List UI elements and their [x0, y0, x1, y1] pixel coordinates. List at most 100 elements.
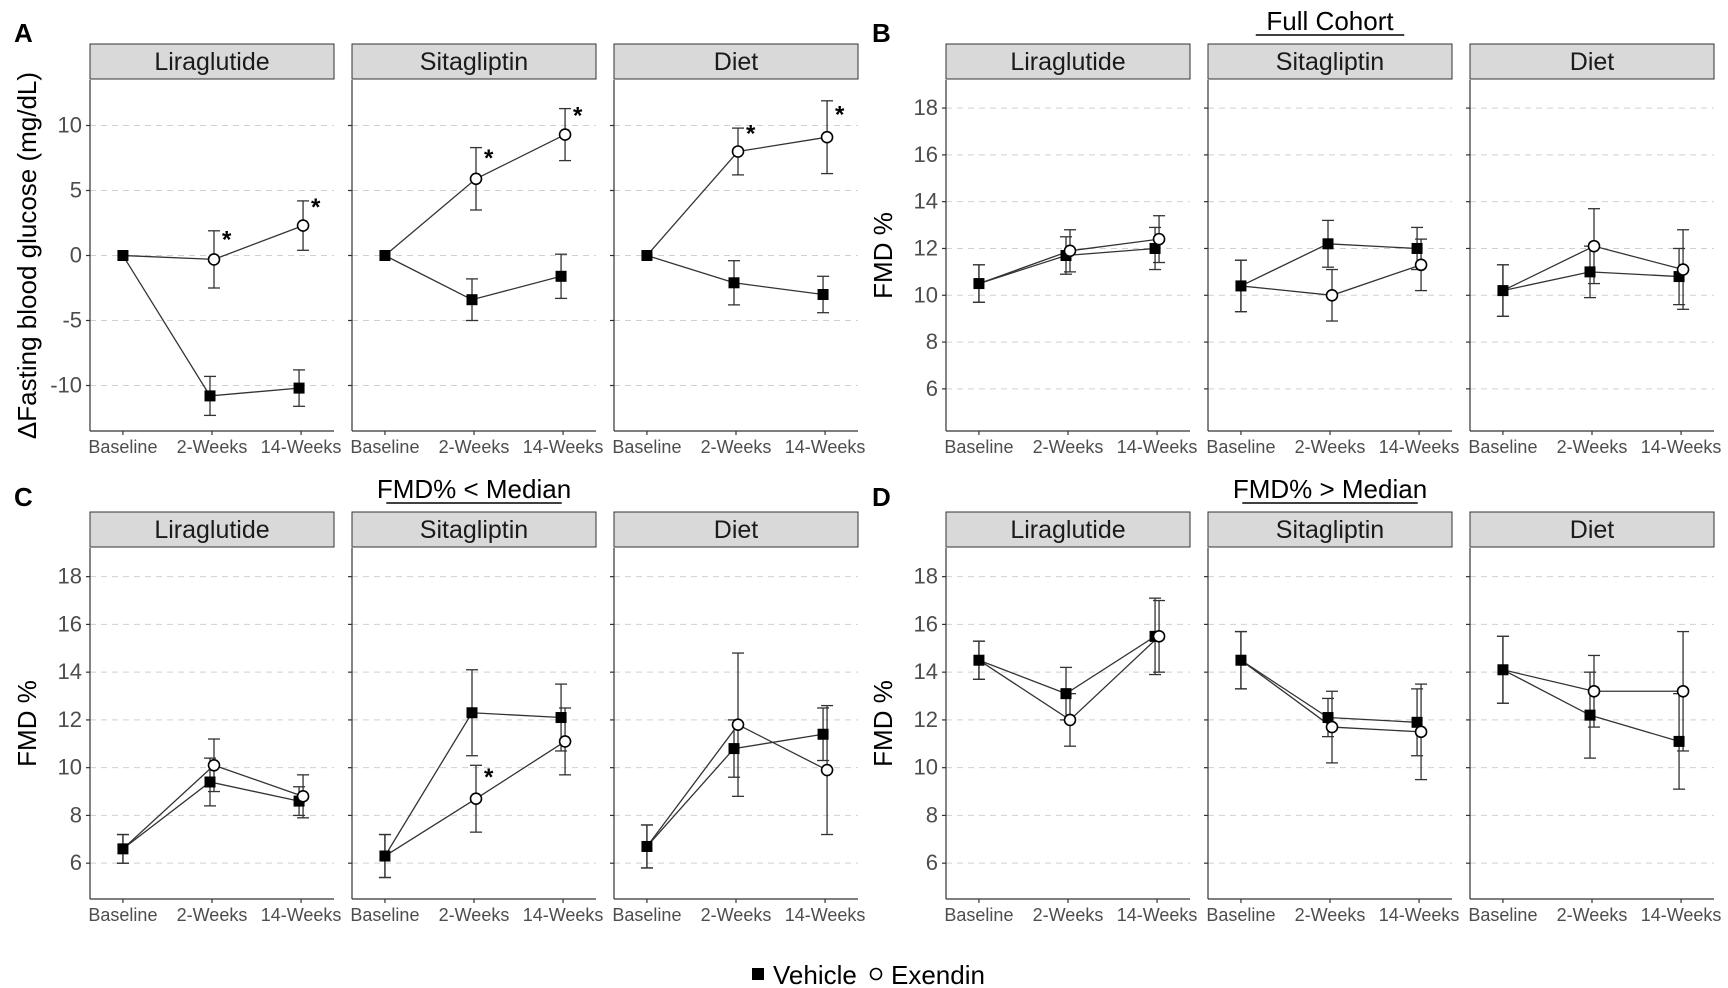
y-tick-label: 10: [914, 282, 938, 307]
y-tick-label: 14: [914, 659, 938, 684]
facet-diet: Diet Baseline 2-Weeks 14-Weeks: [1466, 43, 1721, 457]
vehicle-line: [1502, 669, 1680, 743]
y-tick-label: 6: [926, 850, 938, 875]
exendin-point: [1152, 232, 1166, 246]
x-tick-label: 14-Weeks: [523, 437, 604, 457]
y-tick-label: 8: [926, 802, 938, 827]
x-tick-label: Baseline: [612, 905, 681, 925]
exendin-line: [646, 723, 828, 847]
exendin-point: [1325, 720, 1339, 734]
vehicle-point: [1235, 280, 1247, 292]
vehicle-point: [555, 270, 567, 282]
facet-strip: [89, 43, 335, 80]
y-axis-label: FMD %: [12, 680, 42, 767]
vehicle-point: [1497, 664, 1509, 676]
vehicle-point: [1411, 716, 1423, 728]
vehicle-point: [973, 654, 985, 666]
vehicle-point: [555, 712, 567, 724]
vehicle-point: [117, 250, 129, 261]
facet-strip: [613, 43, 859, 80]
exendin-point: [1414, 725, 1428, 739]
facet-strip-label: Liraglutide: [154, 48, 269, 76]
x-tick-label: 2-Weeks: [1033, 437, 1104, 457]
vehicle-point: [1584, 266, 1596, 278]
y-tick-label: 0: [70, 243, 82, 268]
legend-vehicle-label: Vehicle: [773, 960, 857, 988]
exendin-point: [1676, 263, 1690, 276]
exendin-point: [207, 253, 221, 266]
y-tick-label: 14: [914, 189, 938, 214]
x-tick-label: Baseline: [1206, 437, 1275, 457]
y-axis-label: FMD %: [868, 680, 898, 767]
facet-strip: [1207, 43, 1453, 80]
facet-strip-label: Liraglutide: [1010, 516, 1125, 544]
y-tick-label: -5: [62, 308, 82, 333]
y-axis-label: FMD %: [868, 212, 898, 299]
exendin-point: [1414, 258, 1428, 272]
exendin-point: [1587, 239, 1601, 253]
vehicle-point: [1149, 242, 1161, 254]
x-tick-label: 2-Weeks: [1295, 437, 1366, 457]
exendin-point: [731, 145, 745, 158]
x-tick-label: Baseline: [88, 905, 157, 925]
facet-strip-label: Sitagliptin: [1276, 48, 1384, 76]
vehicle-point: [1322, 238, 1334, 250]
significance-star: *: [746, 120, 756, 147]
vehicle-point: [293, 382, 305, 394]
x-tick-label: 14-Weeks: [785, 437, 866, 457]
facet-strip-label: Diet: [714, 48, 759, 76]
exendin-point: [1325, 288, 1339, 302]
vehicle-point: [1235, 654, 1247, 666]
y-tick-label: 8: [926, 329, 938, 354]
facet-strip-label: Diet: [714, 516, 759, 544]
y-tick-label: 8: [70, 802, 82, 827]
facet-strip: [351, 43, 597, 80]
vehicle-point: [379, 250, 391, 261]
facet-liraglutide: Liraglutide Baseline 2-Weeks 14-Weeks * *: [86, 43, 342, 457]
exendin-line: [978, 635, 1160, 721]
y-tick-label: 18: [58, 564, 82, 589]
x-tick-label: Baseline: [1206, 905, 1275, 925]
x-tick-label: 2-Weeks: [1295, 905, 1366, 925]
x-tick-label: 2-Weeks: [701, 905, 772, 925]
vehicle-point: [973, 278, 985, 290]
x-tick-label: Baseline: [88, 437, 157, 457]
facet-strip: [351, 511, 597, 548]
y-tick-label: 16: [914, 142, 938, 167]
facet-strip-label: Liraglutide: [1010, 48, 1125, 76]
x-tick-label: 14-Weeks: [785, 905, 866, 925]
vehicle-line: [384, 712, 562, 857]
y-tick-label: 12: [914, 235, 938, 260]
legend-exendin-label: Exendin: [891, 960, 985, 988]
x-tick-label: 14-Weeks: [261, 437, 342, 457]
x-tick-label: 14-Weeks: [523, 905, 604, 925]
legend: Vehicle Exendin: [752, 960, 985, 988]
x-tick-label: Baseline: [1468, 437, 1537, 457]
significance-star: *: [222, 226, 232, 253]
y-tick-label: 12: [58, 707, 82, 732]
y-tick-label: -10: [50, 373, 82, 398]
facet-strip-label: Sitagliptin: [420, 48, 528, 76]
x-tick-label: 14-Weeks: [261, 905, 342, 925]
exendin-line: [384, 134, 566, 256]
y-tick-label: 18: [914, 95, 938, 120]
vehicle-point: [1497, 285, 1509, 297]
vehicle-point: [817, 289, 829, 300]
y-axis-label: ΔFasting blood glucose (mg/dL): [12, 72, 42, 439]
y-tick-label: 6: [70, 850, 82, 875]
exendin-point: [1152, 630, 1166, 643]
y-tick-label: 6: [926, 376, 938, 401]
vehicle-point: [204, 776, 216, 788]
y-tick-label: 5: [70, 178, 82, 203]
vehicle-point: [1411, 242, 1423, 254]
facet-strip: [89, 511, 335, 548]
facet-strip: [613, 511, 859, 548]
exendin-point: [469, 172, 483, 186]
facet-strip: [1469, 43, 1715, 80]
facet-strip: [945, 511, 1191, 548]
x-tick-label: 2-Weeks: [439, 905, 510, 925]
